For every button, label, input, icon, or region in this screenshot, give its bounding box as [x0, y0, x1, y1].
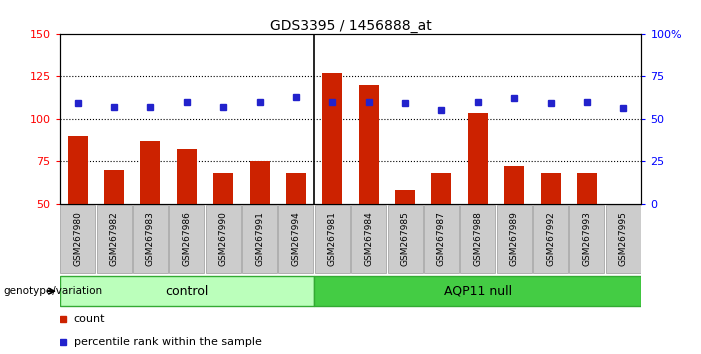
Bar — [140, 141, 161, 204]
Text: GSM267992: GSM267992 — [546, 212, 555, 266]
FancyBboxPatch shape — [133, 205, 168, 273]
FancyBboxPatch shape — [242, 205, 277, 273]
Text: AQP11 null: AQP11 null — [444, 285, 512, 298]
Text: GSM267983: GSM267983 — [146, 211, 155, 267]
Text: GSM267994: GSM267994 — [292, 212, 301, 266]
Title: GDS3395 / 1456888_at: GDS3395 / 1456888_at — [270, 19, 431, 33]
FancyBboxPatch shape — [315, 205, 350, 273]
Text: percentile rank within the sample: percentile rank within the sample — [74, 337, 261, 347]
FancyBboxPatch shape — [533, 205, 568, 273]
FancyBboxPatch shape — [606, 205, 641, 273]
Bar — [359, 85, 379, 204]
Text: count: count — [74, 314, 105, 324]
FancyBboxPatch shape — [60, 276, 314, 306]
Bar — [540, 173, 561, 204]
FancyBboxPatch shape — [569, 205, 604, 273]
Bar — [468, 114, 488, 204]
Bar — [395, 190, 415, 204]
Text: GSM267981: GSM267981 — [328, 211, 336, 267]
FancyBboxPatch shape — [461, 205, 495, 273]
Text: GSM267988: GSM267988 — [473, 211, 482, 267]
Text: control: control — [165, 285, 209, 298]
Text: GSM267985: GSM267985 — [400, 211, 409, 267]
Bar — [250, 161, 270, 204]
FancyBboxPatch shape — [170, 205, 204, 273]
Text: GSM267984: GSM267984 — [365, 212, 373, 266]
Text: GSM267995: GSM267995 — [619, 211, 627, 267]
Text: GSM267982: GSM267982 — [109, 212, 118, 266]
FancyBboxPatch shape — [60, 205, 95, 273]
Bar — [68, 136, 88, 204]
FancyBboxPatch shape — [424, 205, 459, 273]
FancyBboxPatch shape — [97, 205, 132, 273]
Bar — [104, 170, 124, 204]
Text: GSM267991: GSM267991 — [255, 211, 264, 267]
Text: genotype/variation: genotype/variation — [4, 286, 102, 296]
Bar — [431, 173, 451, 204]
FancyBboxPatch shape — [351, 205, 386, 273]
Bar — [213, 173, 233, 204]
Text: GSM267987: GSM267987 — [437, 211, 446, 267]
Text: GSM267989: GSM267989 — [510, 211, 519, 267]
Bar — [577, 173, 597, 204]
Bar — [177, 149, 197, 204]
FancyBboxPatch shape — [206, 205, 240, 273]
FancyBboxPatch shape — [314, 276, 641, 306]
Text: GSM267993: GSM267993 — [583, 211, 592, 267]
FancyBboxPatch shape — [497, 205, 531, 273]
FancyBboxPatch shape — [388, 205, 423, 273]
Bar — [322, 73, 342, 204]
FancyBboxPatch shape — [278, 205, 313, 273]
Bar — [504, 166, 524, 204]
Text: GSM267980: GSM267980 — [74, 211, 82, 267]
Text: GSM267990: GSM267990 — [219, 211, 228, 267]
Text: GSM267986: GSM267986 — [182, 211, 191, 267]
Bar — [286, 173, 306, 204]
